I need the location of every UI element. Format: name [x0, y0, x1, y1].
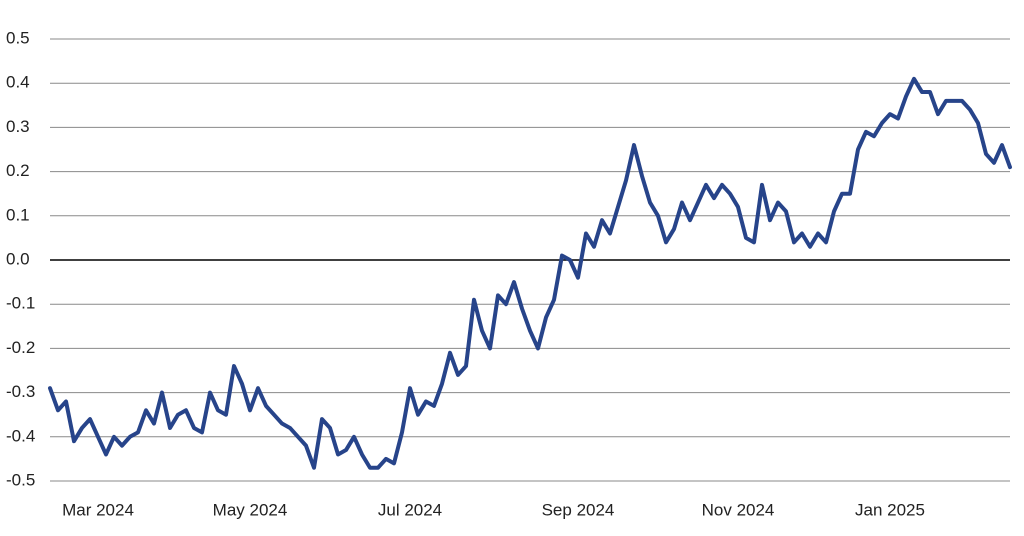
y-tick-label: -0.5 [6, 470, 35, 489]
x-tick-label: Mar 2024 [62, 500, 134, 519]
y-tick-label: 0.5 [6, 28, 30, 47]
y-tick-label: 0.4 [6, 73, 30, 92]
y-tick-label: 0.2 [6, 161, 30, 180]
line [48, 76, 1012, 470]
x-tick-label: Jan 2025 [855, 500, 925, 519]
y-tick-label: 0.3 [6, 117, 30, 136]
y-tick-label: -0.4 [6, 426, 35, 445]
y-tick-label: -0.2 [6, 338, 35, 357]
y-tick-label: 0.1 [6, 205, 30, 224]
x-tick-label: Jul 2024 [378, 500, 442, 519]
y-tick-label: -0.3 [6, 382, 35, 401]
y-tick-label: -0.1 [6, 294, 35, 313]
x-tick-label: Nov 2024 [702, 500, 775, 519]
x-tick-label: May 2024 [213, 500, 288, 519]
x-tick-label: Sep 2024 [542, 500, 615, 519]
y-tick-label: 0.0 [6, 249, 30, 268]
